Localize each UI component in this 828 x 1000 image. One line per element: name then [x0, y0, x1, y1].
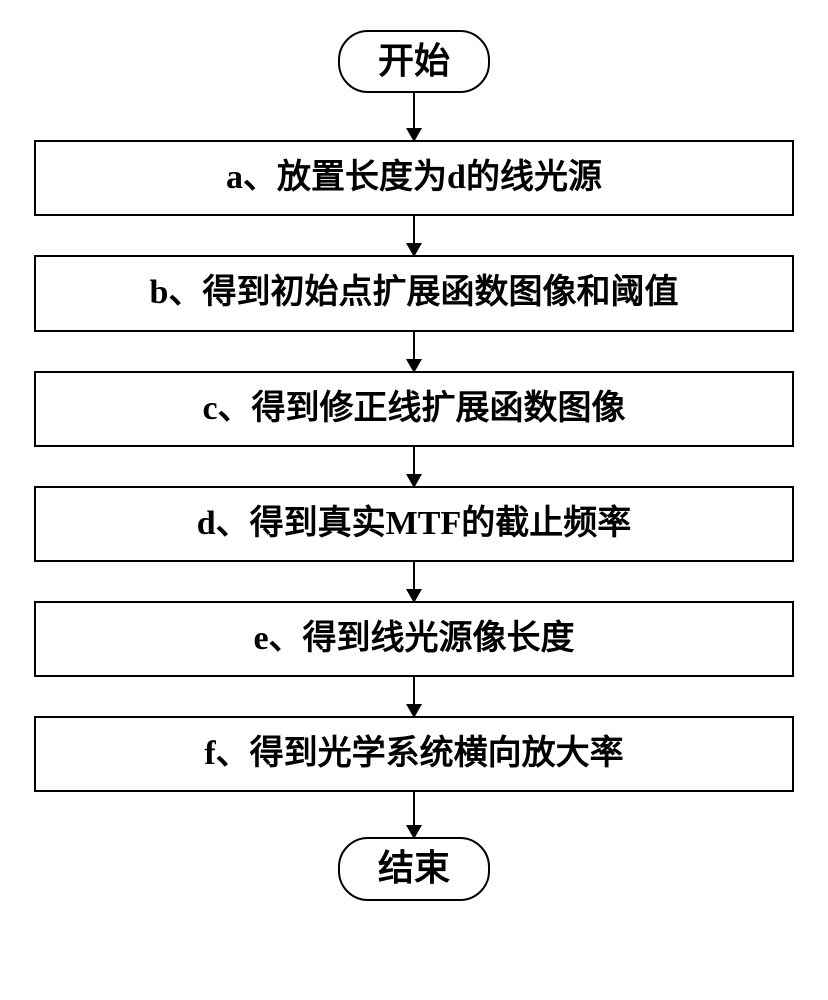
arrow-5 — [406, 675, 422, 718]
arrow-line — [413, 330, 416, 360]
process-f-label: f、得到光学系统横向放大率 — [204, 735, 623, 772]
process-d: d、得到真实MTF的截止频率 — [34, 486, 794, 562]
arrow-line — [413, 214, 416, 244]
process-d-label: d、得到真实MTF的截止频率 — [197, 505, 631, 542]
process-b: b、得到初始点扩展函数图像和阈值 — [34, 255, 794, 331]
start-label: 开始 — [378, 41, 450, 81]
flowchart-container: 开始 a、放置长度为d的线光源 b、得到初始点扩展函数图像和阈值 c、得到修正线… — [34, 30, 794, 901]
arrow-line — [413, 445, 416, 475]
arrow-line — [413, 560, 416, 590]
start-node: 开始 — [338, 30, 490, 93]
process-a-label: a、放置长度为d的线光源 — [226, 159, 602, 196]
arrow-2 — [406, 330, 422, 373]
arrow-line — [413, 91, 416, 129]
arrow-6 — [406, 790, 422, 839]
arrow-4 — [406, 560, 422, 603]
process-b-label: b、得到初始点扩展函数图像和阈值 — [150, 274, 679, 311]
arrow-line — [413, 790, 416, 826]
end-node: 结束 — [338, 837, 490, 900]
process-a: a、放置长度为d的线光源 — [34, 140, 794, 216]
process-e: e、得到线光源像长度 — [34, 601, 794, 677]
end-label: 结束 — [378, 848, 450, 888]
process-f: f、得到光学系统横向放大率 — [34, 716, 794, 792]
arrow-0 — [406, 91, 422, 142]
process-c-label: c、得到修正线扩展函数图像 — [202, 390, 625, 427]
process-c: c、得到修正线扩展函数图像 — [34, 371, 794, 447]
arrow-1 — [406, 214, 422, 257]
arrow-line — [413, 675, 416, 705]
arrow-3 — [406, 445, 422, 488]
process-e-label: e、得到线光源像长度 — [253, 620, 574, 657]
